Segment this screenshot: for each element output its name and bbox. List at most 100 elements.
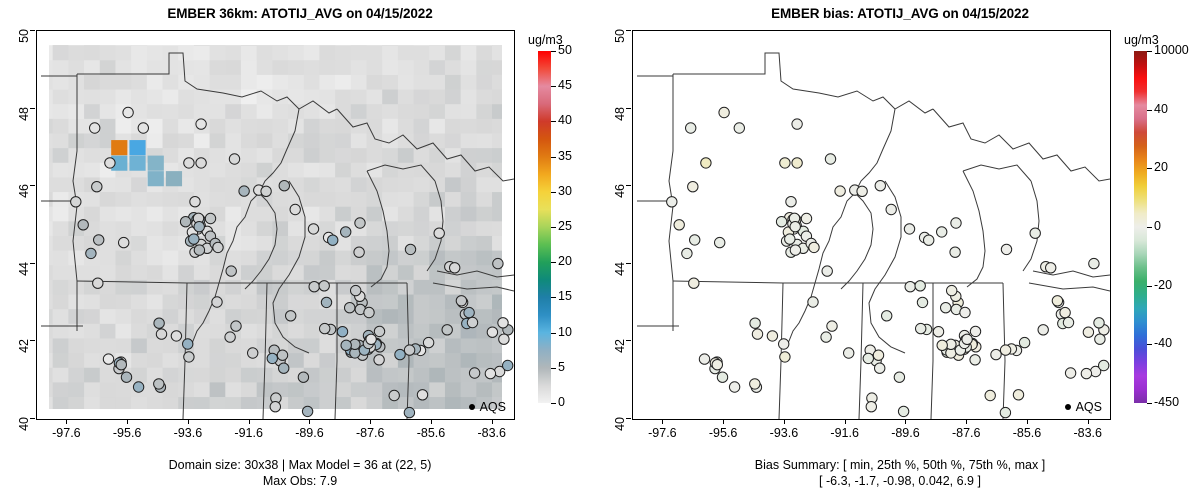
y-tick-label: 44 (613, 261, 627, 276)
raster-cell (303, 177, 321, 193)
aqs-station-marker (779, 351, 791, 363)
raster-cell (476, 45, 493, 61)
raster-cell (52, 89, 69, 105)
raster-cell (319, 177, 336, 193)
raster-cell (397, 367, 415, 383)
raster-cell (131, 397, 148, 413)
aqs-station-marker (821, 265, 833, 277)
raster-cell (335, 250, 352, 266)
colorbar-tick (551, 51, 556, 52)
raster-cell (99, 279, 117, 296)
aqs-station-marker (1018, 336, 1031, 349)
raster-cell (272, 192, 289, 208)
aqs-station-marker (700, 157, 712, 169)
raster-cell (382, 118, 399, 135)
colorbar-tick-label: 30 (558, 183, 572, 198)
raster-cell (429, 177, 446, 193)
raster-cell (429, 397, 446, 413)
raster-cell (460, 45, 477, 61)
aqs-station-marker (914, 280, 926, 292)
raster-cell (319, 45, 336, 61)
raster-cell (52, 294, 69, 310)
raster-cell (99, 382, 117, 398)
raster-cell (382, 74, 399, 91)
raster-cell (476, 235, 493, 252)
aqs-station-marker (1088, 257, 1100, 270)
aqs-station-marker (502, 359, 514, 372)
raster-cell (99, 338, 117, 354)
raster-cell (319, 74, 336, 91)
raster-cell (240, 162, 258, 179)
raster-cell (193, 74, 211, 91)
colorbar-tick-label: 10 (558, 324, 572, 339)
raster-cell (444, 118, 462, 135)
raster-cell (240, 45, 258, 61)
aqs-station-marker (344, 302, 356, 314)
raster-cell (272, 206, 289, 222)
raster-cell (131, 74, 148, 91)
x-tick (723, 419, 725, 424)
raster-cell (444, 309, 462, 325)
aqs-station-marker (791, 157, 803, 169)
aqs-station-marker (91, 181, 103, 193)
aqs-station-marker (1064, 367, 1077, 379)
colorbar-tick-label: 50 (558, 43, 572, 57)
aqs-station-marker (893, 371, 906, 383)
raster-cell (256, 397, 273, 413)
raster-cell (397, 45, 415, 61)
raster-cell (52, 250, 69, 266)
aqs-station-marker (1062, 316, 1075, 329)
colorbar-tick (1147, 51, 1152, 52)
y-tick (30, 262, 35, 264)
raster-cell (272, 133, 289, 149)
x-tick (966, 419, 968, 424)
aqs-station-marker (122, 106, 134, 119)
raster-cell (225, 397, 242, 413)
raster-cell (413, 323, 430, 340)
raster-cell (52, 367, 69, 383)
raster-cell (382, 294, 399, 310)
aqs-station-marker (862, 352, 875, 365)
aqs-station-marker (363, 306, 375, 319)
aqs-station-marker (350, 284, 362, 297)
raster-cell (460, 279, 477, 296)
aqs-station-marker (936, 226, 948, 238)
raster-cell (178, 265, 195, 281)
raster-cell (476, 89, 493, 105)
colorbar-tick-label: 25 (558, 219, 572, 233)
aqs-station-marker (118, 236, 130, 249)
raster-cell (288, 74, 305, 91)
raster-cell (68, 162, 85, 179)
raster-cell (68, 45, 85, 61)
raster-cell (335, 148, 352, 164)
colorbar-tick (1147, 403, 1152, 404)
raster-cell (350, 89, 368, 105)
colorbar-tick (1147, 109, 1152, 111)
raster-cell (162, 89, 179, 105)
raster-cell (335, 89, 352, 105)
aqs-station-marker (874, 180, 887, 192)
model-plot-area: AQS (36, 30, 515, 420)
aqs-station-marker (484, 367, 497, 380)
raster-cell (413, 250, 430, 266)
raster-cell (460, 206, 477, 222)
raster-cell (460, 118, 477, 135)
raster-cell (146, 250, 164, 266)
raster-cell (303, 118, 321, 135)
raster-cell (303, 353, 321, 369)
aqs-station-marker (666, 196, 678, 208)
raster-cell (99, 309, 117, 325)
bias-plot-area: AQS (632, 30, 1111, 420)
aqs-station-marker (1082, 326, 1095, 338)
raster-cell (162, 133, 179, 149)
raster-cell (256, 60, 273, 76)
aqs-station-marker (865, 401, 878, 413)
raster-cell (131, 309, 148, 325)
colorbar-tick-label: -20 (1154, 277, 1173, 292)
raster-cell (240, 133, 258, 149)
raster-cell (272, 309, 289, 325)
x-tick-label: -95.6 (708, 426, 738, 440)
raster-cell (52, 192, 69, 208)
raster-cell (52, 235, 69, 252)
raster-cell (288, 397, 305, 413)
